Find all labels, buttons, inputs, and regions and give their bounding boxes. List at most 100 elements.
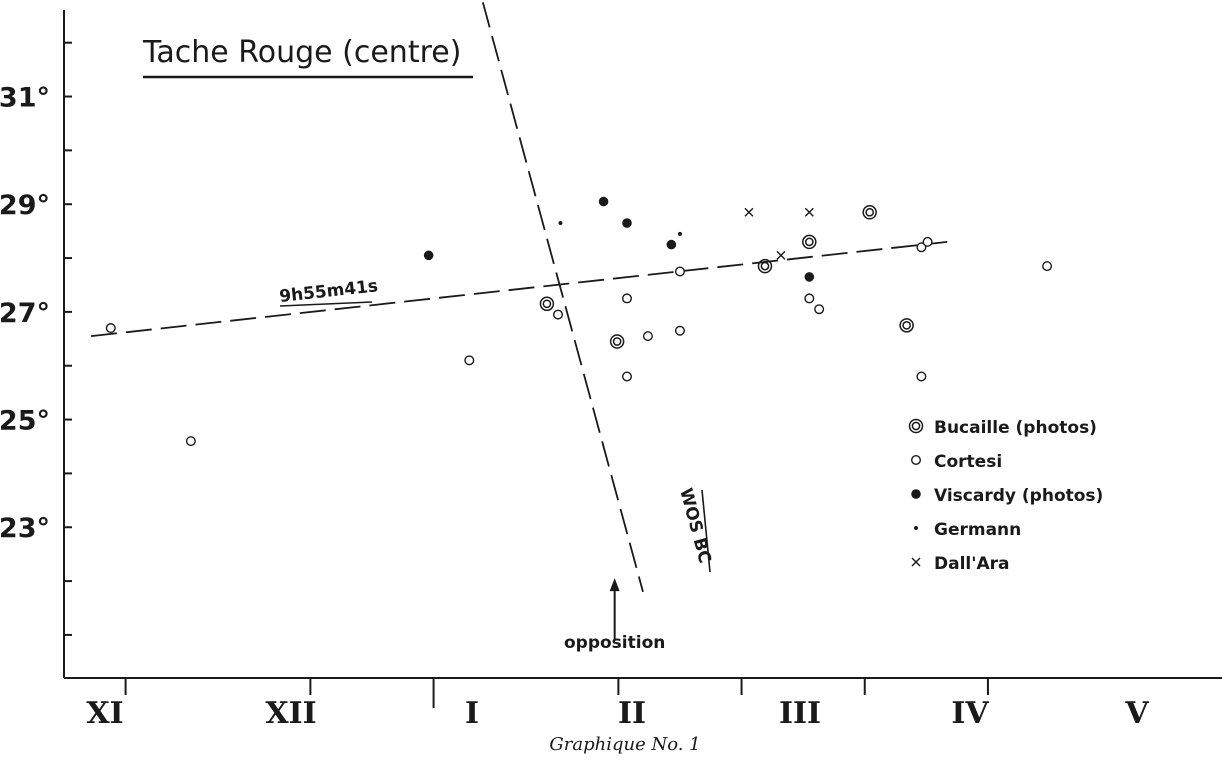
legend-label-viscardy-photos: Viscardy (photos)	[934, 486, 1103, 506]
legend-marker-germann	[914, 526, 918, 530]
marker-dot	[622, 218, 632, 228]
marker-ring	[814, 304, 825, 315]
y-tick-label: 23°	[0, 513, 50, 544]
x-month-label: III	[779, 696, 821, 731]
point-cortesi	[922, 236, 933, 247]
point-cortesi	[1042, 261, 1053, 272]
marker-ring	[1042, 261, 1053, 272]
point-cortesi	[674, 325, 685, 336]
point-viscardy-photos	[423, 250, 434, 261]
marker-inner-ring	[911, 421, 921, 431]
y-tick-label: 29°	[0, 190, 50, 221]
marker-ring	[185, 436, 196, 447]
point-cortesi	[621, 293, 632, 304]
point-bucaille-photos	[899, 318, 914, 333]
marker-dot	[911, 489, 921, 499]
marker-ring	[621, 371, 632, 382]
point-germann	[677, 231, 682, 236]
wos-bc-line	[481, 2, 644, 593]
y-tick-label: 31°	[0, 83, 50, 114]
wos-bc-underline	[701, 489, 711, 573]
legend-label-cortesi: Cortesi	[934, 452, 1002, 472]
y-tick-label: 27°	[0, 298, 50, 329]
point-cortesi	[621, 371, 632, 382]
point-cortesi	[552, 309, 563, 320]
x-month-label: IV	[951, 696, 989, 731]
x-month-label: V	[1124, 696, 1149, 731]
legend-label-dall-ara: Dall'Ara	[934, 554, 1009, 574]
marker-x-stroke	[911, 557, 921, 567]
point-germann	[558, 221, 563, 226]
marker-ring	[552, 309, 563, 320]
point-dall-ara	[776, 250, 786, 260]
rotation-period-underline	[279, 301, 373, 307]
point-cortesi	[804, 293, 815, 304]
point-dall-ara	[744, 207, 754, 217]
opposition-label: opposition	[564, 633, 665, 653]
marker-ring	[105, 323, 116, 334]
marker-outer-ring	[539, 296, 555, 312]
x-month-label: XII	[265, 696, 316, 731]
marker-dot	[804, 272, 815, 282]
marker-ring	[916, 371, 927, 382]
point-viscardy-photos	[622, 218, 632, 228]
data-points	[105, 196, 1053, 447]
point-bucaille-photos	[802, 234, 817, 250]
marker-inner-ring	[612, 337, 622, 346]
marker-outer-ring	[862, 205, 877, 220]
marker-ring	[621, 293, 632, 304]
marker-x-stroke	[744, 207, 754, 217]
marker-small-dot	[914, 526, 918, 530]
opposition-arrow-head	[609, 578, 620, 592]
marker-outer-ring	[899, 318, 914, 333]
point-dall-ara	[804, 207, 814, 217]
marker-outer-ring	[908, 418, 924, 434]
marker-inner-ring	[542, 299, 552, 309]
point-cortesi	[464, 355, 475, 366]
legend-marker-dall-ara	[911, 557, 921, 567]
legend-marker-bucaille-photos	[908, 418, 924, 434]
marker-inner-ring	[902, 320, 911, 330]
point-cortesi	[814, 304, 825, 315]
point-cortesi	[916, 242, 927, 253]
figure-caption: Graphique No. 1	[549, 734, 700, 755]
point-cortesi	[105, 323, 116, 334]
point-cortesi	[916, 371, 927, 382]
marker-ring	[674, 325, 685, 336]
marker-dot	[598, 196, 609, 207]
axes	[63, 10, 1222, 708]
marker-ring	[674, 266, 685, 277]
marker-ring	[911, 455, 922, 466]
marker-ring	[922, 236, 933, 247]
x-month-label: I	[465, 696, 479, 731]
marker-ring	[642, 331, 653, 342]
point-cortesi	[185, 436, 196, 447]
point-bucaille-photos	[609, 334, 625, 349]
trend-lines	[91, 2, 948, 593]
marker-inner-ring	[865, 207, 875, 217]
point-bucaille-photos	[539, 296, 555, 312]
y-tick-label: 25°	[0, 406, 50, 437]
marker-ring	[464, 355, 475, 366]
legend-marker-viscardy-photos	[911, 489, 921, 499]
point-cortesi	[642, 331, 653, 342]
point-viscardy-photos	[598, 196, 609, 207]
chart-title: Tache Rouge (centre)	[142, 35, 461, 70]
labels: 31°29°27°25°23°XI XII I II III IV V9h55m41sWOS…	[0, 35, 1149, 755]
point-bucaille-photos	[862, 205, 877, 220]
marker-small-dot	[558, 221, 563, 226]
legend: Bucaille (photos) Cortesi Viscardy (photos…	[908, 418, 1103, 574]
marker-outer-ring	[757, 258, 773, 274]
legend-marker-cortesi	[911, 455, 922, 466]
marker-outer-ring	[802, 234, 817, 250]
marker-inner-ring	[804, 237, 814, 247]
marker-small-dot	[677, 231, 682, 236]
marker-inner-ring	[760, 261, 770, 271]
marker-dot	[423, 250, 434, 261]
x-month-label: XI	[86, 696, 123, 731]
point-viscardy-photos	[804, 272, 815, 282]
legend-label-germann: Germann	[934, 520, 1021, 540]
rotation-period-line	[91, 241, 948, 338]
point-bucaille-photos	[757, 258, 773, 274]
